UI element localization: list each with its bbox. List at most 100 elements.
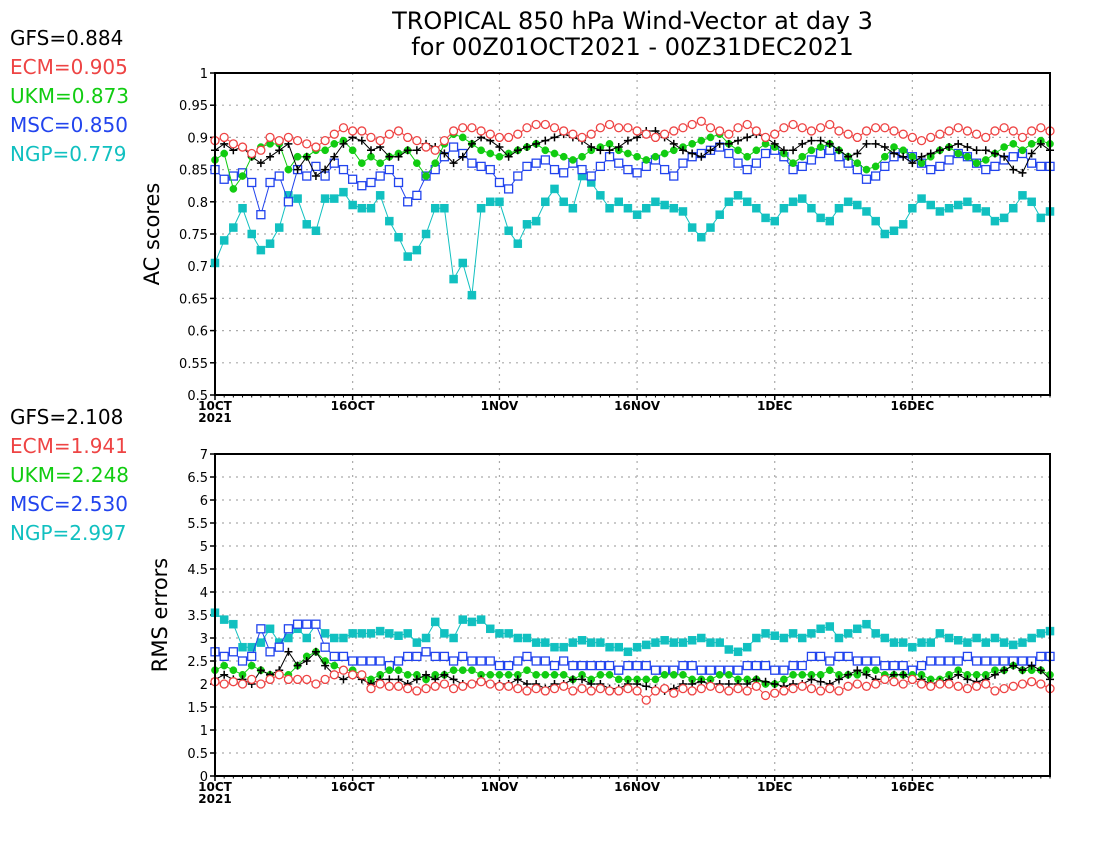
data-point bbox=[761, 213, 770, 223]
data-point bbox=[687, 223, 697, 232]
data-point bbox=[743, 133, 752, 142]
data-point bbox=[844, 152, 853, 161]
data-point bbox=[999, 683, 1009, 694]
data-point bbox=[339, 633, 348, 643]
ac-y-tick-label: 0.55 bbox=[179, 357, 208, 372]
data-point bbox=[504, 670, 513, 679]
data-point bbox=[247, 177, 257, 188]
data-point bbox=[650, 665, 661, 675]
data-point bbox=[705, 665, 716, 675]
data-point bbox=[422, 670, 431, 679]
data-point bbox=[688, 139, 696, 148]
data-point bbox=[531, 683, 541, 694]
data-point bbox=[476, 126, 486, 136]
data-point bbox=[247, 661, 256, 670]
data-point bbox=[733, 123, 743, 133]
data-point bbox=[458, 651, 468, 662]
data-point bbox=[669, 638, 679, 647]
data-point bbox=[385, 666, 394, 675]
data-point bbox=[476, 161, 486, 172]
data-point bbox=[513, 675, 522, 684]
data-point bbox=[678, 207, 688, 216]
rms-x-tick-label: 16OCT bbox=[331, 780, 376, 794]
data-point bbox=[586, 129, 596, 139]
data-point bbox=[798, 670, 807, 679]
ac-x-tick-label: 16NOV bbox=[614, 399, 661, 413]
data-point bbox=[999, 638, 1009, 647]
data-point bbox=[302, 633, 312, 643]
data-point bbox=[375, 656, 385, 666]
data-point bbox=[568, 660, 578, 671]
data-point bbox=[669, 171, 679, 181]
data-point bbox=[421, 142, 431, 152]
data-point bbox=[1009, 640, 1018, 650]
data-point bbox=[577, 636, 587, 645]
data-point bbox=[916, 135, 927, 146]
data-point bbox=[550, 642, 559, 652]
data-point bbox=[338, 665, 349, 675]
data-point bbox=[513, 146, 522, 155]
data-point bbox=[366, 629, 376, 638]
data-point bbox=[751, 660, 762, 671]
data-point bbox=[1026, 677, 1037, 687]
data-point bbox=[430, 651, 440, 662]
data-point bbox=[852, 656, 862, 666]
data-point bbox=[220, 149, 229, 158]
data-point bbox=[375, 626, 385, 636]
data-point bbox=[559, 126, 569, 136]
rms-x-tick-label: 16NOV bbox=[614, 780, 661, 794]
data-point bbox=[265, 177, 275, 188]
data-point bbox=[440, 203, 449, 213]
data-point bbox=[412, 146, 421, 155]
data-point bbox=[614, 197, 623, 207]
data-point bbox=[926, 656, 936, 666]
data-point bbox=[660, 636, 669, 645]
data-point bbox=[403, 651, 413, 662]
data-point bbox=[595, 660, 606, 671]
data-point bbox=[348, 200, 357, 210]
data-point bbox=[614, 158, 624, 168]
data-point bbox=[559, 197, 568, 207]
data-point bbox=[412, 651, 422, 662]
ac-x-tick-label: 1NOV bbox=[481, 399, 519, 413]
data-point bbox=[604, 660, 615, 671]
data-point bbox=[843, 197, 853, 207]
data-point bbox=[448, 656, 459, 666]
data-point bbox=[972, 633, 981, 643]
data-point bbox=[448, 126, 459, 136]
data-point bbox=[834, 203, 844, 213]
data-point bbox=[624, 149, 632, 158]
data-point bbox=[440, 629, 449, 638]
data-point bbox=[871, 679, 881, 689]
data-point bbox=[569, 156, 577, 164]
data-point bbox=[816, 670, 825, 679]
data-point bbox=[789, 146, 798, 155]
data-point bbox=[375, 135, 385, 146]
data-point bbox=[917, 194, 926, 203]
data-point bbox=[880, 229, 890, 239]
data-point bbox=[861, 681, 872, 691]
data-point bbox=[706, 223, 715, 232]
data-point bbox=[871, 629, 880, 638]
data-point bbox=[568, 203, 578, 213]
data-point bbox=[807, 136, 816, 145]
data-point bbox=[412, 638, 422, 647]
data-point bbox=[467, 656, 477, 666]
data-point bbox=[944, 203, 954, 213]
data-point bbox=[393, 656, 404, 666]
data-point bbox=[330, 661, 339, 670]
data-point bbox=[384, 681, 394, 691]
data-point bbox=[293, 661, 302, 670]
data-point bbox=[348, 629, 357, 638]
data-point bbox=[256, 666, 265, 675]
data-point bbox=[1017, 656, 1028, 666]
data-point bbox=[384, 129, 394, 139]
data-point bbox=[788, 683, 798, 694]
data-point bbox=[696, 683, 706, 694]
data-point bbox=[283, 132, 294, 143]
data-point bbox=[871, 139, 880, 148]
data-point bbox=[1017, 679, 1028, 689]
data-point bbox=[733, 191, 743, 200]
data-point bbox=[476, 677, 486, 687]
rms-stat-ukm: UKM=2.248 bbox=[10, 463, 130, 487]
